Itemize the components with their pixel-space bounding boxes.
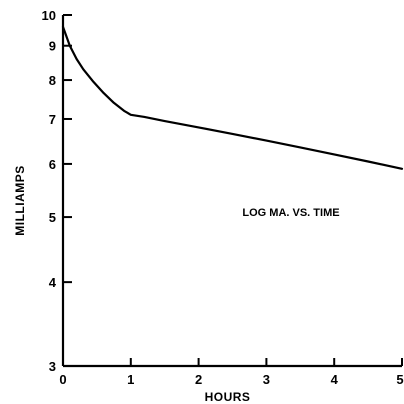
x-tick-label: 0: [59, 372, 66, 387]
x-axis-title: HOURS: [205, 390, 251, 404]
x-tick-label: 4: [331, 372, 339, 387]
x-tick-label: 3: [263, 372, 270, 387]
y-tick-label: 7: [49, 112, 56, 127]
axes: [61, 15, 402, 368]
x-tick-label: 5: [396, 372, 403, 387]
y-tick-label: 10: [42, 8, 56, 23]
series-line: [61, 25, 404, 170]
y-tick-label: 9: [49, 39, 56, 54]
y-tick-label: 3: [49, 359, 56, 374]
y-ticks: 3 4 5 6 7 8 9 10: [42, 8, 72, 374]
chart-annotation: LOG MA. VS. TIME: [242, 207, 339, 219]
x-tick-label: 1: [127, 372, 134, 387]
y-axis-title: MILLIAMPS: [13, 165, 27, 236]
x-ticks: 0 1 2 3 4 5: [59, 358, 404, 387]
x-tick-label: 2: [195, 372, 202, 387]
y-tick-label: 6: [49, 157, 56, 172]
y-tick-label: 5: [49, 210, 56, 225]
y-tick-label: 8: [49, 73, 56, 88]
y-tick-label: 4: [49, 275, 57, 290]
